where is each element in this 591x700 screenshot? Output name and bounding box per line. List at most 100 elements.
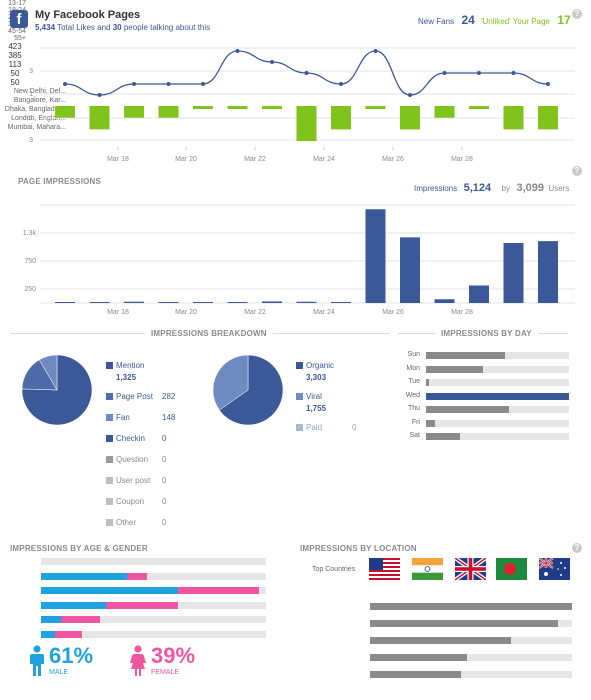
age-track [41,558,266,565]
users-value: 3,099 [516,182,544,194]
header-summary: 5,434 Total Likes and 30 people talking … [35,23,210,32]
city-bar [370,654,467,661]
country-value: 385 [8,51,22,60]
day-label: Sun [407,351,420,358]
country-value: 113 [8,60,22,69]
unliked-bar [469,106,489,109]
age-track [41,630,266,638]
age-label: 45-54 [8,28,26,35]
new-fans-point [235,49,240,53]
new-fans-point [546,82,550,86]
impressions-x-tick: Mar 18 [107,309,129,316]
male-person-icon [30,645,44,676]
legend-swatch [106,435,113,442]
legend-swatch [106,456,113,463]
new-fans-point [201,82,205,86]
bangladesh-flag-icon [496,558,527,580]
city-label: Mumbai, Mahara... [7,124,66,131]
impressions-bar [55,302,75,303]
new-fans-point [442,71,447,75]
new-fans-point [339,82,343,86]
legend-value: 0 [162,497,167,506]
male-bar [41,630,55,638]
new-fans-value: 24 [461,13,475,27]
unliked-bar [193,106,213,109]
legend-value: 0 [352,423,357,432]
legend-value: 0 [162,455,167,464]
female-bar [126,572,147,580]
type-pie-chart [213,355,283,425]
new-fans-point [166,82,171,86]
location-help-icon[interactable]: ? [572,543,582,553]
female-bar [178,587,260,594]
impressions-by: by [501,184,511,193]
male-label: MALE [49,669,69,676]
male-bar [41,572,127,580]
breakdown-title: IMPRESSIONS BREAKDOWN [145,329,273,338]
unliked-bar [400,106,420,130]
new-fans-point [132,82,136,86]
legend-label: Checkin [116,434,145,443]
unliked-bar [158,106,179,118]
fans-y-tick: 1 [29,115,33,122]
male-bar [41,587,179,594]
legend-value: 282 [162,392,176,401]
legend-label: Viral [306,392,322,401]
fans-x-tick: Mar 20 [175,156,197,163]
facebook-logo-icon[interactable]: f [10,10,28,28]
impressions-title: PAGE IMPRESSIONS [18,177,102,186]
legend-value: 148 [162,413,176,422]
impressions-x-tick: Mar 22 [244,309,266,316]
unliked-bar [331,106,351,130]
impressions-y-tick: 250 [24,286,36,293]
age-label: 55+ [14,35,26,42]
impressions-bar [124,301,144,303]
female-bar [61,616,100,623]
fans-chart: 3 1 1 3 Mar 18 Mar 20 Mar 22 Mar 24 Mar 26 Mar 28 [29,47,575,163]
impressions-bar [434,299,455,303]
unliked-bar [538,106,558,130]
impressions-x-tick: Mar 28 [451,309,473,316]
fans-x-tick: Mar 22 [244,156,266,163]
city-label: Dhaka, Bangladesh [4,106,66,113]
impressions-value: 5,124 [463,182,492,194]
new-fans-point [373,49,378,53]
city-track [370,654,572,661]
impressions-bar [89,302,110,303]
male-percent: 61% [49,643,94,668]
city-label: Bangalore, Kar... [13,97,66,104]
new-fans-stat: New Fans 24 [418,11,475,29]
age-label: 13-17 [8,0,26,7]
day-track [426,419,569,427]
day-track [426,433,569,440]
age-track [41,572,266,580]
uk-flag-icon [455,558,486,580]
page-title[interactable]: My Facebook Pages [35,9,141,21]
unliked-bar [434,106,455,118]
impressions-help-icon[interactable]: ? [572,166,582,176]
legend-label: Other [116,518,137,527]
female-percent: 39% [151,643,196,668]
legend-swatch [106,498,113,505]
impressions-bar [400,237,420,303]
new-fans-point [408,93,412,97]
help-icon[interactable]: ? [572,9,582,19]
impressions-y-tick: 750 [24,258,36,265]
legend-label: Question [116,455,149,464]
pie-slice [213,355,249,411]
fans-y-tick: 1 [29,91,33,98]
city-bars: New Delhi, Del... Bangalore, Kar... Dhaka,… [0,87,591,678]
day-label: Thu [407,405,420,412]
new-fans-point [97,93,102,97]
new-fans-point [63,82,67,86]
legend-label: Paid [306,423,323,432]
day-bar [426,406,509,413]
legend-swatch [106,393,113,400]
new-fans-point [511,71,516,75]
day-label: Sat [409,432,420,439]
legend-value: 0 [162,434,167,443]
usa-flag-icon [369,558,400,580]
fans-x-tick: Mar 18 [107,156,129,163]
city-bar [370,671,461,678]
unliked-bar [296,106,317,142]
